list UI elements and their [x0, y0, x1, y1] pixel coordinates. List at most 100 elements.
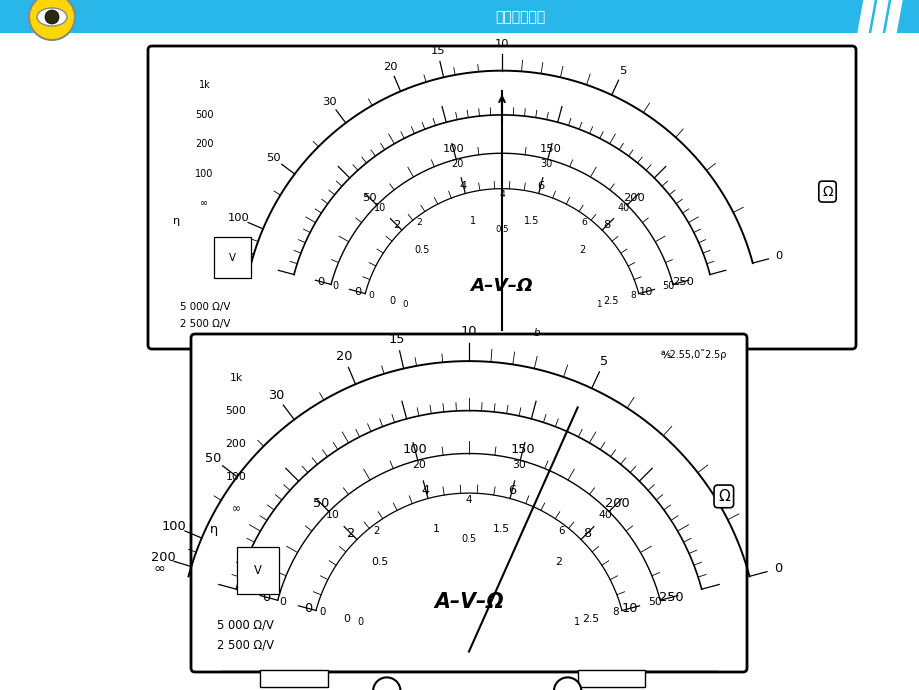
Text: 8: 8 [630, 290, 635, 299]
Text: 200: 200 [151, 551, 176, 564]
Text: 0: 0 [774, 251, 781, 262]
Text: 2: 2 [373, 526, 380, 536]
Text: ∞: ∞ [221, 250, 231, 263]
Text: 1: 1 [470, 216, 475, 226]
Text: 200: 200 [604, 497, 629, 510]
Text: V: V [254, 564, 262, 577]
Text: 2: 2 [416, 218, 422, 227]
Text: 0: 0 [354, 286, 361, 297]
Text: 8: 8 [582, 527, 590, 540]
Text: 5 000 Ω/V: 5 000 Ω/V [180, 302, 230, 312]
FancyBboxPatch shape [577, 670, 644, 687]
Text: 2: 2 [554, 557, 562, 567]
Circle shape [373, 678, 400, 690]
Text: V: V [229, 253, 236, 263]
Text: 50: 50 [312, 497, 329, 510]
Text: 6: 6 [581, 218, 587, 227]
Text: 0.5: 0.5 [414, 246, 429, 255]
Text: 6: 6 [558, 526, 564, 536]
Circle shape [29, 0, 75, 40]
FancyBboxPatch shape [148, 46, 855, 349]
Text: 100: 100 [442, 144, 464, 155]
FancyBboxPatch shape [191, 334, 746, 672]
Circle shape [553, 678, 581, 690]
Text: 1.5: 1.5 [493, 524, 510, 535]
Text: 150: 150 [539, 144, 561, 155]
Text: 500: 500 [225, 406, 246, 415]
Text: 40: 40 [598, 510, 612, 520]
Text: 20: 20 [450, 159, 463, 168]
Text: 8: 8 [603, 220, 610, 230]
Text: 10: 10 [325, 510, 339, 520]
Circle shape [45, 10, 59, 24]
Text: 10: 10 [460, 325, 477, 338]
Text: 5: 5 [618, 66, 626, 76]
Ellipse shape [37, 8, 67, 26]
Text: ∞: ∞ [232, 504, 241, 515]
Text: 10: 10 [494, 39, 509, 49]
Text: 6: 6 [537, 181, 544, 191]
Text: 15: 15 [430, 46, 445, 57]
Text: η: η [173, 216, 180, 226]
Text: 0.5: 0.5 [494, 226, 508, 235]
Text: 0: 0 [357, 618, 363, 627]
Text: 2: 2 [578, 246, 584, 255]
Text: 1: 1 [432, 524, 439, 535]
Text: ∞: ∞ [153, 562, 165, 575]
Text: 100: 100 [228, 213, 249, 224]
Text: 50: 50 [648, 597, 662, 607]
Text: 6: 6 [507, 484, 516, 497]
Text: 50: 50 [266, 153, 280, 163]
Text: 2.5: 2.5 [603, 296, 618, 306]
Text: 200: 200 [217, 241, 239, 252]
Text: 50: 50 [662, 281, 675, 290]
Text: 1: 1 [573, 618, 580, 627]
Text: 0.5: 0.5 [370, 557, 388, 567]
Text: 20: 20 [382, 62, 397, 72]
Text: A–V–Ω: A–V–Ω [471, 277, 533, 295]
Text: ℁2.55,0˜2.5ρ: ℁2.55,0˜2.5ρ [660, 349, 726, 360]
Text: η: η [210, 523, 218, 536]
FancyBboxPatch shape [0, 0, 919, 33]
Text: Ω: Ω [717, 489, 729, 504]
Text: 10: 10 [638, 286, 652, 297]
Text: 100: 100 [195, 169, 213, 179]
Text: 0: 0 [317, 277, 324, 287]
Text: 0: 0 [343, 614, 350, 624]
Text: 4: 4 [465, 495, 471, 504]
Text: 100: 100 [402, 442, 426, 455]
Text: 100: 100 [162, 520, 187, 533]
Text: 250: 250 [658, 591, 683, 604]
Text: 200: 200 [225, 439, 246, 449]
Text: 0: 0 [262, 591, 270, 604]
Text: 2: 2 [392, 220, 400, 230]
Text: 30: 30 [540, 159, 552, 168]
Text: 250: 250 [671, 277, 693, 287]
Text: 150: 150 [510, 442, 535, 455]
Text: 200: 200 [623, 193, 644, 203]
Text: 2.5: 2.5 [582, 614, 599, 624]
Polygon shape [857, 0, 873, 33]
Polygon shape [885, 0, 901, 33]
Text: 0: 0 [303, 602, 312, 615]
Text: 5 000 Ω/V: 5 000 Ω/V [217, 619, 274, 631]
Text: 0: 0 [773, 562, 781, 575]
Text: 0: 0 [332, 281, 338, 290]
Text: 4: 4 [498, 190, 505, 199]
Text: 1k: 1k [199, 81, 210, 90]
Text: 20: 20 [335, 351, 352, 364]
Text: 1.5: 1.5 [523, 216, 539, 226]
Text: 1k: 1k [229, 373, 243, 382]
Text: 50: 50 [205, 453, 221, 465]
Text: 练练无为调剂: 练练无为调剂 [494, 10, 545, 24]
Text: 100: 100 [225, 471, 246, 482]
Text: 30: 30 [512, 460, 526, 470]
Text: 40: 40 [618, 204, 630, 213]
Text: 8: 8 [612, 607, 618, 618]
Text: 4: 4 [421, 484, 429, 497]
Text: 0: 0 [319, 607, 325, 618]
Text: 30: 30 [267, 389, 284, 402]
Text: 2 500 Ω/V: 2 500 Ω/V [217, 638, 274, 651]
Text: 1: 1 [596, 299, 601, 309]
Text: 0: 0 [402, 299, 407, 309]
